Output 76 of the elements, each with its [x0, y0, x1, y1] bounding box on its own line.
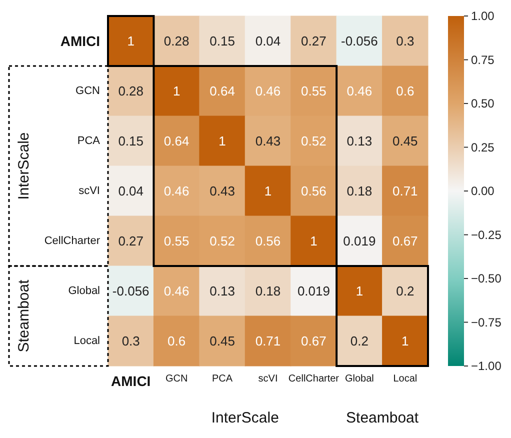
- data-label: 0.46: [164, 284, 190, 298]
- data-label: 1: [264, 184, 272, 198]
- data-label: 0.45: [210, 334, 235, 348]
- y-tick-label: scVI: [78, 185, 100, 197]
- color-bar-label: −0.50: [471, 272, 502, 286]
- data-label: 0.46: [346, 84, 372, 98]
- data-label: 0.67: [301, 334, 326, 348]
- data-label: 0.56: [301, 184, 326, 198]
- data-label: 0.18: [346, 184, 372, 198]
- y-tick-label: CellCharter: [44, 235, 100, 247]
- y-tick-label: Local: [74, 335, 100, 347]
- data-label: 1: [218, 134, 226, 148]
- data-label: 0.43: [210, 184, 235, 198]
- y-tick-label: PCA: [77, 135, 101, 147]
- data-label: 0.019: [297, 284, 330, 298]
- y-tick-label: Global: [68, 285, 100, 297]
- data-label: 0.52: [210, 234, 235, 248]
- data-label: 0.6: [396, 84, 414, 98]
- x-tick-label: GCN: [165, 374, 188, 384]
- data-label: 1: [127, 34, 134, 48]
- text: Steamboat: [346, 410, 420, 426]
- data-label: 0.18: [255, 284, 281, 298]
- color-bar-label: 0.25: [471, 140, 495, 154]
- color-bar-label: −0.75: [471, 315, 502, 330]
- data-label: 0.2: [350, 334, 368, 348]
- data-label: 0.27: [118, 234, 144, 248]
- data-label: 1: [402, 334, 409, 348]
- data-label: 0.13: [210, 284, 235, 298]
- data-label: 1: [310, 234, 318, 248]
- data-label: 1: [172, 84, 180, 98]
- data-label: 1: [356, 284, 364, 298]
- text: InterScale: [211, 410, 279, 426]
- data-label: 0.3: [122, 334, 140, 348]
- data-label: 0.64: [210, 84, 235, 98]
- y-tick-label: AMICI: [60, 33, 100, 49]
- data-label: 0.52: [301, 134, 326, 148]
- color-bar-label: −0.25: [471, 228, 502, 242]
- data-label: 0.04: [255, 34, 281, 48]
- data-label: 0.71: [392, 184, 418, 198]
- x-tick-label: PCA: [212, 374, 233, 384]
- data-label: 0.64: [164, 134, 190, 148]
- color-bar-label: 0.50: [471, 96, 495, 110]
- data-label: 0.46: [164, 184, 190, 198]
- data-label: 0.55: [164, 234, 190, 248]
- x-tick-label: scVI: [258, 374, 278, 384]
- color-bar-label: 1.00: [471, 9, 495, 23]
- x-tick-label: Local: [393, 374, 418, 384]
- text: Steamboat: [16, 280, 32, 352]
- data-label: 0.019: [343, 234, 376, 248]
- data-label: 0.45: [392, 134, 418, 148]
- data-label: 0.28: [164, 34, 190, 48]
- color-bar-label: 0.00: [471, 184, 495, 198]
- data-label: 0.71: [255, 334, 281, 348]
- data-label: 0.46: [255, 84, 281, 98]
- data-label: 0.43: [255, 134, 281, 148]
- y-tick-label: GCN: [76, 85, 100, 97]
- data-label: 0.6: [168, 334, 186, 348]
- data-label: -0.056: [340, 34, 378, 48]
- data-label: -0.056: [112, 284, 150, 298]
- x-tick-label: Global: [344, 374, 374, 384]
- data-label: 0.55: [301, 84, 326, 98]
- data-label: 0.2: [396, 284, 414, 298]
- data-label: 0.67: [392, 234, 418, 248]
- data-label: 0.04: [118, 184, 144, 198]
- data-label: 0.15: [210, 34, 235, 48]
- color-bar-label: −1.00: [471, 359, 502, 373]
- data-label: 0.27: [301, 34, 326, 48]
- data-label: 0.13: [346, 134, 372, 148]
- color-bar-label: 0.75: [471, 52, 495, 67]
- data-label: 0.28: [118, 84, 144, 98]
- data-label: 0.3: [396, 34, 414, 48]
- text: InterScale: [16, 132, 32, 200]
- data-label: 0.56: [255, 234, 281, 248]
- data-label: 0.15: [118, 134, 144, 148]
- x-tick-label: AMICI: [111, 373, 151, 389]
- x-tick-label: CellCharter: [288, 374, 340, 384]
